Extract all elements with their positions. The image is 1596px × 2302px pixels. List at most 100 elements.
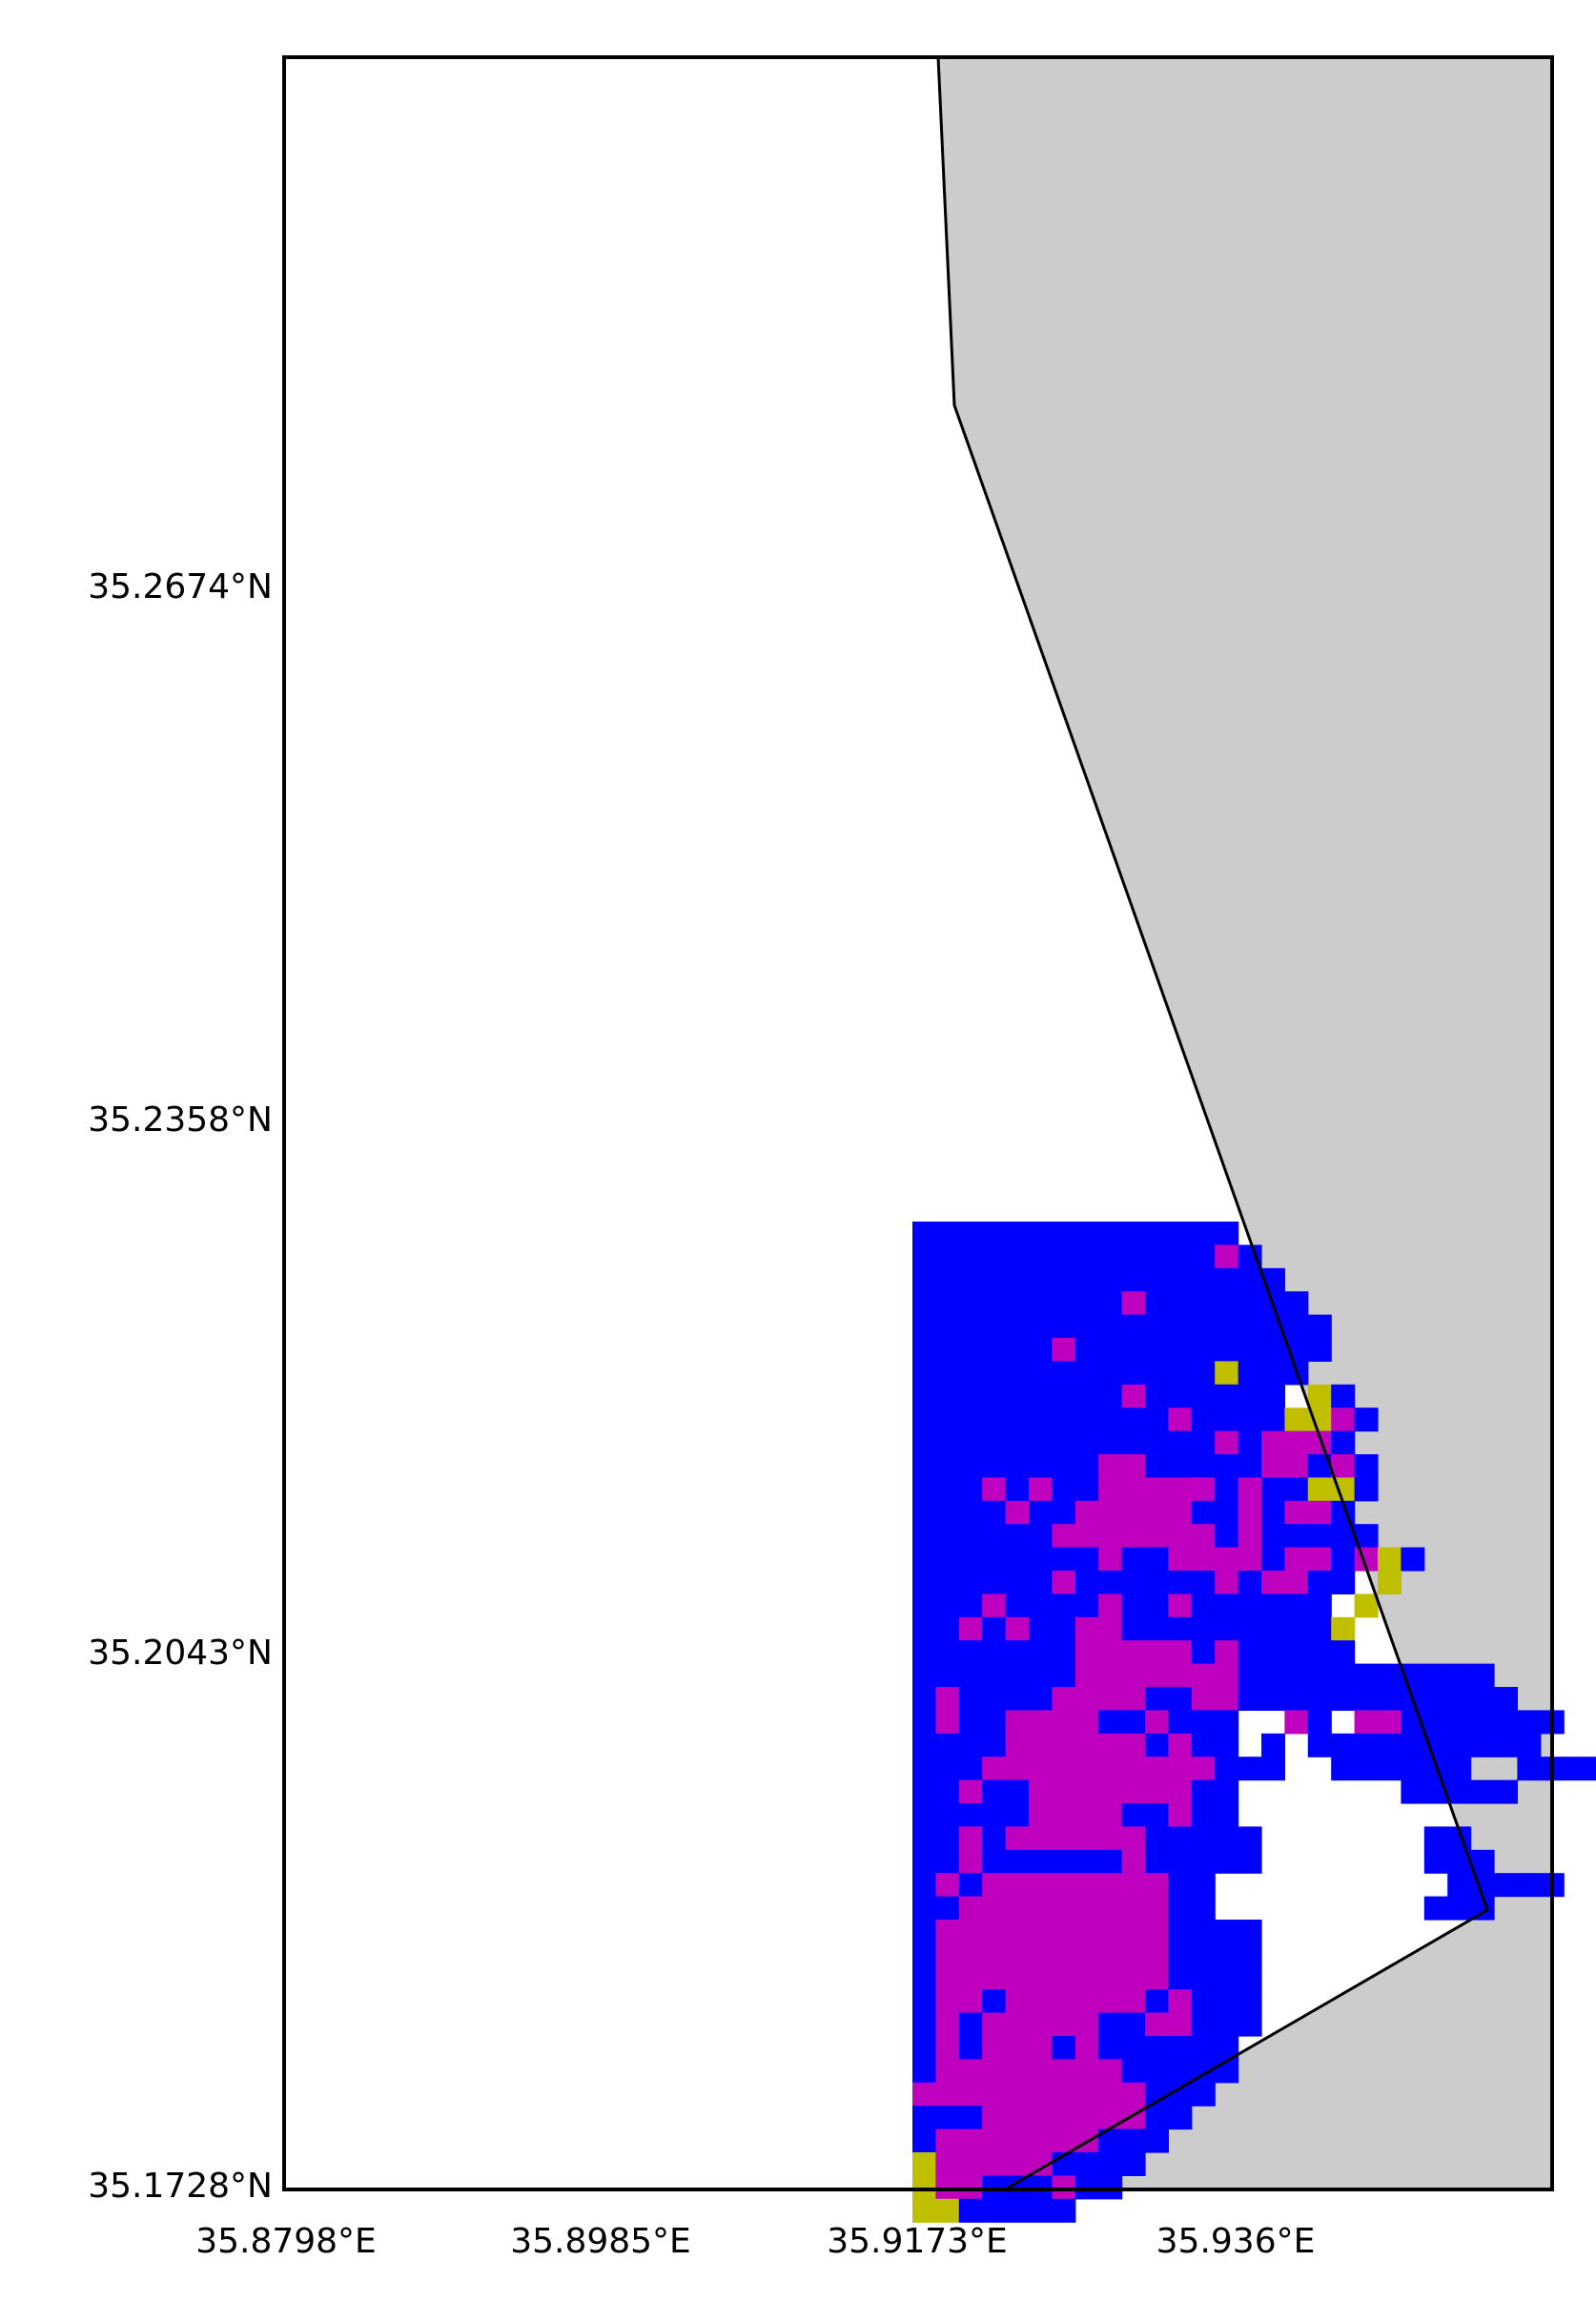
magenta-class-cell bbox=[1378, 1710, 1402, 1735]
blue-class-cell bbox=[1401, 1757, 1425, 1781]
blue-class-cell bbox=[1074, 2152, 1099, 2176]
magenta-class-cell bbox=[1029, 1477, 1053, 1502]
blue-class-cell bbox=[1145, 1616, 1169, 1641]
blue-class-cell bbox=[958, 1477, 983, 1502]
blue-class-cell bbox=[1121, 1803, 1146, 1827]
magenta-class-cell bbox=[1191, 1663, 1216, 1688]
blue-class-cell bbox=[1191, 1733, 1216, 1757]
blue-class-cell bbox=[1238, 1826, 1262, 1851]
blue-class-cell bbox=[1215, 1314, 1239, 1339]
blue-class-cell bbox=[1191, 1291, 1216, 1316]
blue-class-cell bbox=[958, 1408, 983, 1432]
magenta-class-cell bbox=[1005, 1942, 1030, 1967]
magenta-class-cell bbox=[958, 1849, 983, 1874]
blue-class-cell bbox=[1074, 1338, 1099, 1362]
blue-class-cell bbox=[912, 2106, 936, 2130]
blue-class-cell bbox=[1145, 1244, 1169, 1269]
magenta-class-cell bbox=[1052, 1896, 1076, 1921]
blue-class-cell bbox=[912, 2128, 936, 2153]
magenta-class-cell bbox=[1145, 1757, 1169, 1781]
blue-class-cell bbox=[1423, 1849, 1448, 1874]
blue-class-cell bbox=[1029, 1524, 1053, 1549]
magenta-class-cell bbox=[1168, 1733, 1193, 1757]
blue-class-cell bbox=[935, 1779, 960, 1804]
magenta-class-cell bbox=[1005, 1710, 1030, 1735]
blue-class-cell bbox=[1145, 1849, 1169, 1874]
magenta-class-cell bbox=[1098, 1454, 1123, 1478]
blue-class-cell bbox=[1145, 1547, 1169, 1572]
blue-class-cell bbox=[1052, 1593, 1076, 1618]
blue-class-cell bbox=[1029, 1640, 1053, 1665]
magenta-class-cell bbox=[1029, 2082, 1053, 2107]
blue-class-cell bbox=[1168, 2036, 1193, 2060]
blue-class-cell bbox=[912, 1826, 936, 1851]
blue-class-cell bbox=[1074, 1267, 1099, 1292]
magenta-class-cell bbox=[1121, 1826, 1146, 1851]
blue-class-cell bbox=[1378, 1757, 1402, 1781]
magenta-class-cell bbox=[1005, 1873, 1030, 1898]
magenta-class-cell bbox=[1215, 1571, 1239, 1594]
magenta-class-cell bbox=[1074, 1733, 1099, 1757]
blue-class-cell bbox=[1191, 1779, 1216, 1804]
magenta-class-cell bbox=[1074, 1826, 1099, 1851]
blue-class-cell bbox=[1423, 1710, 1448, 1735]
blue-class-cell bbox=[982, 1524, 1007, 1549]
blue-class-cell bbox=[1354, 1757, 1379, 1781]
blue-class-cell bbox=[1215, 2059, 1239, 2084]
blue-class-cell bbox=[1074, 1849, 1099, 1874]
blue-class-cell bbox=[1215, 1733, 1239, 1757]
blue-class-cell bbox=[1145, 1384, 1169, 1408]
blue-class-cell bbox=[1191, 1616, 1216, 1641]
blue-class-cell bbox=[1215, 1222, 1239, 1245]
magenta-class-cell bbox=[1121, 1942, 1146, 1967]
magenta-class-cell bbox=[1098, 2106, 1123, 2130]
magenta-class-cell bbox=[1005, 2106, 1030, 2130]
blue-class-cell bbox=[1354, 1477, 1379, 1502]
blue-class-cell bbox=[1401, 1547, 1425, 1572]
blue-class-cell bbox=[1191, 1920, 1216, 1943]
blue-class-cell bbox=[1354, 1663, 1379, 1688]
blue-class-cell bbox=[1191, 1430, 1216, 1455]
magenta-class-cell bbox=[1168, 2012, 1193, 2037]
magenta-class-cell bbox=[1145, 1710, 1169, 1735]
magenta-class-cell bbox=[935, 2175, 960, 2200]
blue-class-cell bbox=[1168, 1244, 1193, 1269]
magenta-class-cell bbox=[935, 2012, 960, 2037]
blue-class-cell bbox=[1284, 1593, 1309, 1618]
blue-class-cell bbox=[1074, 1291, 1099, 1316]
magenta-class-cell bbox=[1145, 1500, 1169, 1525]
blue-class-cell bbox=[1215, 1267, 1239, 1292]
blue-class-cell bbox=[1238, 1314, 1262, 1339]
blue-class-cell bbox=[1191, 1965, 1216, 1990]
magenta-class-cell bbox=[1074, 1710, 1099, 1735]
blue-class-cell bbox=[1447, 1710, 1472, 1735]
blue-class-cell bbox=[1029, 1616, 1053, 1641]
blue-class-cell bbox=[1215, 1826, 1239, 1851]
blue-class-cell bbox=[1215, 1710, 1239, 1735]
blue-class-cell bbox=[1121, 2059, 1146, 2084]
magenta-class-cell bbox=[1029, 2036, 1053, 2060]
blue-class-cell bbox=[1238, 1384, 1262, 1408]
blue-class-cell bbox=[1307, 1710, 1332, 1735]
magenta-class-cell bbox=[1168, 1989, 1193, 2014]
magenta-class-cell bbox=[1098, 1803, 1123, 1827]
blue-class-cell bbox=[1191, 1361, 1216, 1386]
blue-class-cell bbox=[1238, 1942, 1262, 1967]
blue-class-cell bbox=[958, 1267, 983, 1292]
magenta-class-cell bbox=[982, 2106, 1007, 2130]
magenta-class-cell bbox=[1052, 2175, 1076, 2200]
blue-class-cell bbox=[1145, 1291, 1169, 1316]
blue-class-cell bbox=[1168, 1291, 1193, 1316]
magenta-class-cell bbox=[1052, 1710, 1076, 1735]
magenta-class-cell bbox=[1168, 1663, 1193, 1688]
blue-class-cell bbox=[982, 1547, 1007, 1572]
blue-class-cell bbox=[1005, 1222, 1030, 1245]
magenta-class-cell bbox=[1052, 1920, 1076, 1943]
map-area bbox=[282, 55, 1596, 2223]
blue-class-cell bbox=[912, 2059, 936, 2084]
magenta-class-cell bbox=[1005, 2152, 1030, 2176]
blue-class-cell bbox=[912, 1430, 936, 1455]
magenta-class-cell bbox=[1121, 2082, 1146, 2107]
blue-class-cell bbox=[1145, 1687, 1169, 1711]
blue-class-cell bbox=[1052, 1384, 1076, 1408]
